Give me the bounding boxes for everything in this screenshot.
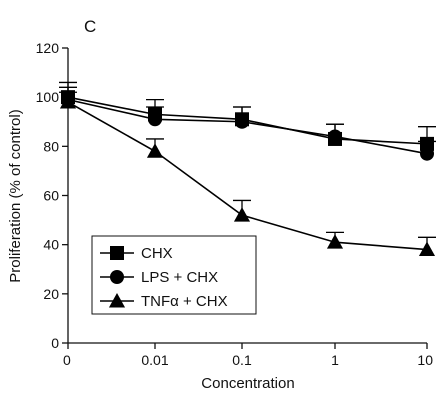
y-tick-label: 0 (51, 335, 59, 351)
panel-label: C (84, 17, 96, 36)
legend-label: TNFα + CHX (141, 293, 228, 310)
y-tick-label: 60 (43, 188, 59, 204)
x-tick-label: 0 (63, 352, 71, 368)
series-triangle (59, 91, 436, 257)
x-tick-label: 10 (417, 352, 433, 368)
marker-circle (420, 146, 434, 161)
x-tick-label: 0.01 (141, 352, 168, 368)
marker-circle (328, 129, 342, 144)
x-axis-label: Concentration (201, 375, 294, 392)
legend-label: LPS + CHX (141, 269, 218, 286)
x-tick-label: 1 (331, 352, 339, 368)
marker-circle (235, 114, 249, 129)
marker-triangle (59, 94, 77, 109)
x-ticks: 0 0.01 0.1 1 10 (63, 343, 433, 368)
marker-circle (110, 270, 124, 284)
series-circle (59, 86, 436, 161)
marker-triangle (233, 207, 251, 222)
y-axis-label: Proliferation (% of control) (7, 109, 24, 282)
y-ticks: 0 20 40 60 80 100 120 (36, 40, 68, 351)
legend: CHX LPS + CHX TNFα + CHX (91, 235, 257, 315)
marker-triangle (418, 241, 436, 257)
series-square (59, 81, 436, 151)
y-tick-label: 40 (43, 237, 59, 253)
y-tick-label: 100 (36, 89, 60, 105)
y-tick-label: 80 (43, 138, 59, 154)
marker-circle (148, 112, 162, 127)
series-layer (59, 81, 436, 257)
legend-label: CHX (141, 245, 173, 262)
y-tick-label: 120 (36, 40, 60, 56)
marker-triangle (146, 143, 164, 158)
marker-triangle (326, 234, 344, 249)
marker-triangle (108, 292, 126, 308)
marker-square (110, 246, 124, 260)
y-tick-label: 20 (43, 286, 59, 302)
x-tick-label: 0.1 (232, 352, 252, 368)
